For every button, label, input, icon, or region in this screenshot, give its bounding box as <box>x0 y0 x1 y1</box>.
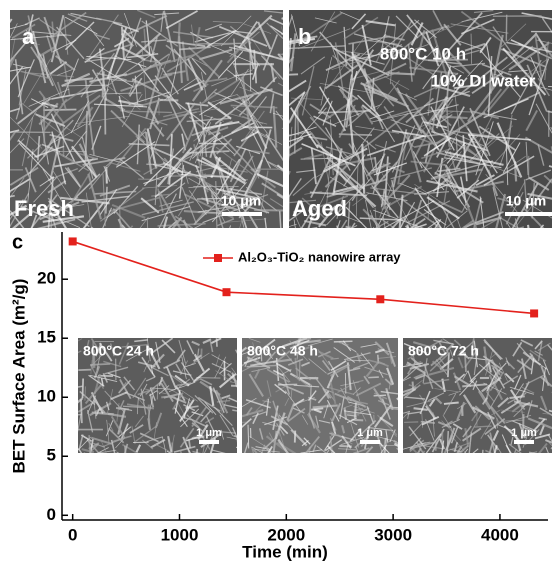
image-label: 10 μm <box>506 193 546 209</box>
nanowire <box>0 192 10 199</box>
image-label: Fresh <box>14 196 74 221</box>
nanowire <box>248 425 249 449</box>
image-label: b <box>298 24 311 49</box>
nanowire <box>481 450 482 473</box>
data-point <box>69 237 77 245</box>
nanowire <box>0 19 12 64</box>
nanowire <box>482 228 487 290</box>
figure: 0510152001000200030004000Time (min)BET S… <box>0 0 552 564</box>
nanowire <box>329 452 335 469</box>
nanowire <box>405 226 426 241</box>
nanowire <box>407 225 418 261</box>
image-label: 800°C 24 h <box>83 343 154 359</box>
nanowire <box>196 449 197 471</box>
data-point <box>222 288 230 296</box>
nanowire <box>404 228 432 251</box>
y-tick-label: 10 <box>37 387 56 406</box>
image-label: 10% DI water <box>431 71 536 90</box>
y-tick-label: 15 <box>37 328 56 347</box>
image-label: a <box>22 24 35 49</box>
y-tick-label: 20 <box>37 269 56 288</box>
nanowire <box>528 225 535 276</box>
x-tick-label: 3000 <box>374 525 412 544</box>
x-tick-label: 1000 <box>161 525 199 544</box>
sem-image <box>0 10 323 263</box>
nanowire <box>324 452 332 471</box>
nanowire <box>106 167 107 184</box>
nanowire <box>179 22 180 43</box>
sem-image <box>386 338 552 477</box>
nanowire <box>339 134 372 135</box>
nanowire <box>89 435 90 457</box>
nanowire <box>418 451 424 477</box>
nanowire <box>298 338 311 339</box>
nanowire <box>524 225 544 248</box>
nanowire <box>433 221 465 270</box>
nanowire <box>298 107 299 135</box>
nanowire <box>161 396 173 397</box>
nanowire <box>368 377 379 378</box>
nanowire <box>265 365 278 366</box>
nanowire <box>330 436 331 450</box>
image-label: Aged <box>292 196 347 221</box>
image-label: 800°C 72 h <box>408 343 479 359</box>
x-axis-label: Time (min) <box>242 542 328 561</box>
nanowire <box>264 228 317 238</box>
image-label: 1 μm <box>196 427 222 439</box>
nanowire <box>197 43 242 44</box>
image-label: 10 μm <box>221 193 261 209</box>
legend-label: Al₂O₃-TiO₂ nanowire array <box>238 249 401 264</box>
nanowire <box>355 403 356 419</box>
legend-marker <box>214 254 222 262</box>
nanowire <box>57 351 81 362</box>
y-axis-label: BET Surface Area (m²/g) <box>9 279 28 474</box>
nanowire <box>466 227 524 244</box>
image-label: 800°C 48 h <box>247 343 318 359</box>
image-label: 1 μm <box>511 427 537 439</box>
x-tick-label: 0 <box>68 525 77 544</box>
nanowire <box>70 415 82 416</box>
nanowire <box>85 386 86 400</box>
nanowire <box>115 226 133 250</box>
sem-image <box>57 338 248 476</box>
nanowire <box>92 453 101 465</box>
nanowire <box>147 220 148 237</box>
nanowire <box>334 341 353 342</box>
data-point <box>530 309 538 317</box>
image-label: 800°C 10 h <box>380 44 466 63</box>
nanowire <box>299 360 300 382</box>
nanowire <box>81 399 82 423</box>
nanowire <box>319 225 357 244</box>
x-tick-label: 4000 <box>481 525 519 544</box>
y-tick-label: 5 <box>47 446 56 465</box>
nanowire <box>346 226 390 244</box>
nanowire <box>247 366 267 367</box>
panel-label: c <box>12 231 23 253</box>
nanowire <box>84 453 95 477</box>
data-point <box>376 295 384 303</box>
y-tick-label: 0 <box>47 505 56 524</box>
nanowire <box>78 370 91 371</box>
nanowire <box>117 452 132 460</box>
image-label: 1 μm <box>357 427 383 439</box>
